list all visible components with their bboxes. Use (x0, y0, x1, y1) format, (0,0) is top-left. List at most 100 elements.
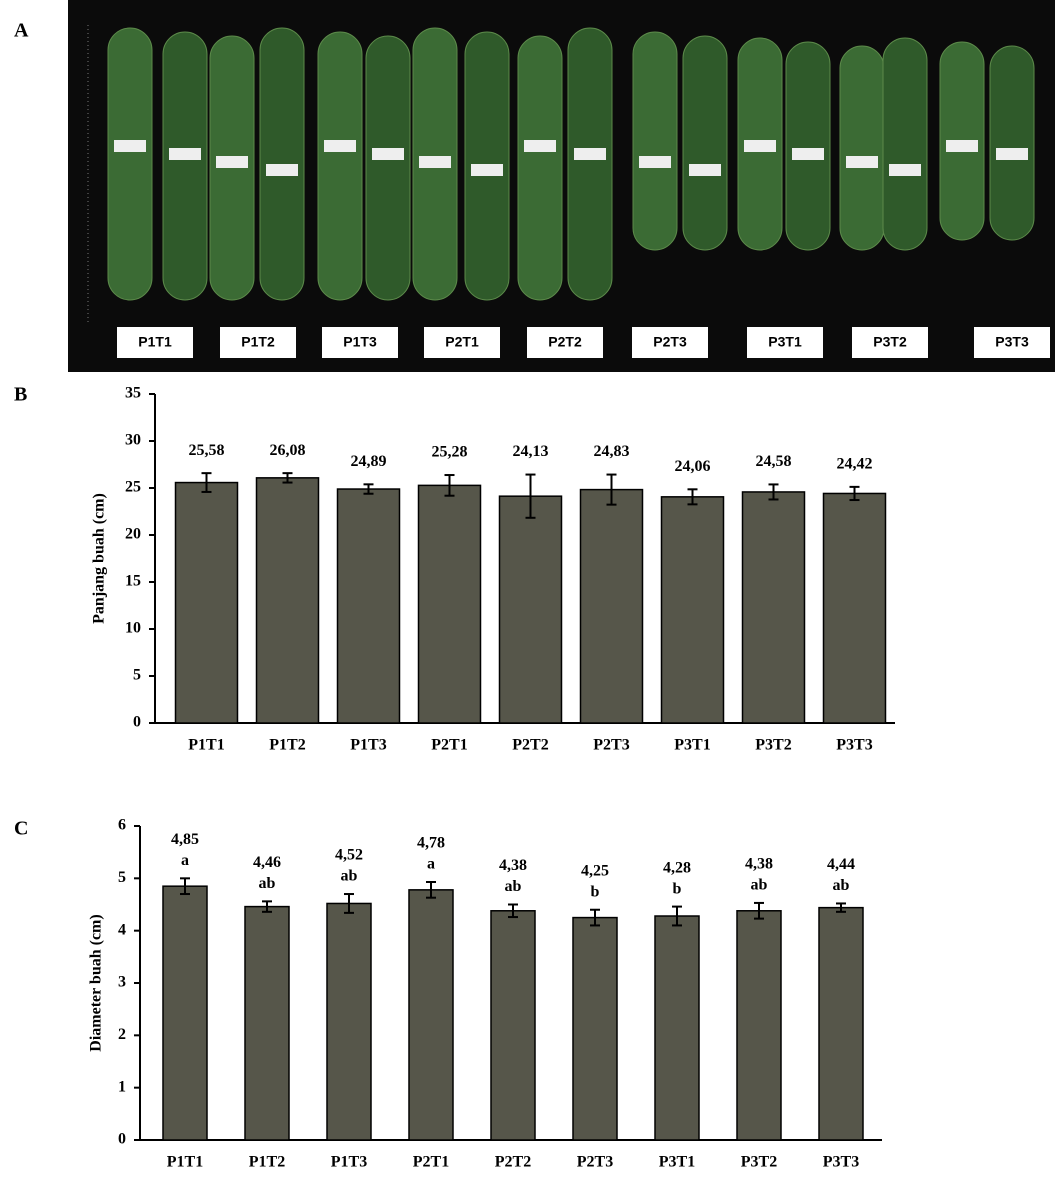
x-tick-label: P2T3 (577, 1154, 613, 1171)
x-tick-label: P3T1 (674, 737, 710, 754)
y-tick-label: 15 (125, 573, 141, 590)
value-label: 24,58 (756, 453, 792, 470)
bar (163, 886, 207, 1140)
y-tick-label: 20 (125, 526, 141, 543)
tag (372, 148, 404, 160)
value-label: 26,08 (270, 442, 306, 459)
x-tick-label: P3T2 (755, 737, 791, 754)
bar (245, 907, 289, 1140)
bar (819, 908, 863, 1140)
tag (114, 140, 146, 152)
significance-letter: a (181, 852, 189, 869)
photo-label: P1T2 (241, 334, 275, 350)
y-tick-label: 0 (118, 1131, 126, 1148)
bar (500, 496, 562, 723)
photo-label: P2T1 (445, 334, 479, 350)
value-label: 24,42 (837, 456, 873, 473)
bar (338, 489, 400, 723)
cucumber (633, 32, 677, 250)
value-label: 4,25 (581, 862, 609, 879)
y-tick-label: 2 (118, 1026, 126, 1043)
value-label: 24,13 (513, 443, 549, 460)
tag (574, 148, 606, 160)
panel-label: C (14, 818, 28, 840)
value-label: 4,52 (335, 847, 363, 864)
significance-letter: ab (505, 878, 522, 895)
photo-label: P3T3 (995, 334, 1029, 350)
tag (419, 156, 451, 168)
value-label: 4,44 (827, 856, 855, 873)
tag (169, 148, 201, 160)
tag (946, 140, 978, 152)
bar (662, 497, 724, 723)
y-tick-label: 0 (133, 714, 141, 731)
tag (524, 140, 556, 152)
x-tick-label: P1T1 (188, 737, 224, 754)
significance-letter: ab (259, 875, 276, 892)
y-tick-label: 4 (118, 921, 126, 938)
cucumber (786, 42, 830, 250)
value-label: 24,89 (351, 453, 387, 470)
x-tick-label: P1T2 (269, 737, 305, 754)
y-tick-label: 10 (125, 620, 141, 637)
bar (409, 890, 453, 1140)
tag (996, 148, 1028, 160)
x-tick-label: P2T2 (495, 1154, 531, 1171)
significance-letter: ab (833, 877, 850, 894)
tag (846, 156, 878, 168)
cucumber (318, 32, 362, 300)
bar (257, 478, 319, 723)
photo-label: P3T2 (873, 334, 907, 350)
x-tick-label: P1T3 (350, 737, 386, 754)
photo-label: P2T2 (548, 334, 582, 350)
x-tick-label: P3T2 (741, 1154, 777, 1171)
x-tick-label: P1T2 (249, 1154, 285, 1171)
bar (743, 492, 805, 723)
photo-label: P1T3 (343, 334, 377, 350)
value-label: 24,83 (594, 443, 630, 460)
photo-label: P1T1 (138, 334, 172, 350)
y-tick-label: 35 (125, 385, 141, 402)
significance-letter: b (591, 883, 600, 900)
value-label: 4,38 (499, 857, 527, 874)
tag (324, 140, 356, 152)
value-label: 24,06 (675, 458, 711, 475)
cucumber (568, 28, 612, 300)
cucumber (840, 46, 884, 250)
x-tick-label: P2T3 (593, 737, 629, 754)
value-label: 4,38 (745, 856, 773, 873)
significance-letter: ab (751, 877, 768, 894)
photo-label: P2T3 (653, 334, 687, 350)
bar (176, 483, 238, 723)
panel-label: A (14, 20, 29, 42)
x-tick-label: P2T1 (413, 1154, 449, 1171)
y-tick-label: 6 (118, 817, 126, 834)
panel-label: B (14, 384, 27, 406)
bar (573, 918, 617, 1140)
significance-letter: ab (341, 868, 358, 885)
x-tick-label: P3T3 (836, 737, 872, 754)
y-tick-label: 1 (118, 1078, 126, 1095)
y-tick-label: 5 (118, 869, 126, 886)
tag (216, 156, 248, 168)
tag (889, 164, 921, 176)
y-tick-label: 3 (118, 974, 126, 991)
tag (792, 148, 824, 160)
value-label: 4,78 (417, 835, 445, 852)
significance-letter: a (427, 856, 435, 873)
y-axis-label: Panjang buah (cm) (91, 493, 108, 624)
cucumber (990, 46, 1034, 240)
tag (266, 164, 298, 176)
value-label: 25,28 (432, 444, 468, 461)
x-tick-label: P3T3 (823, 1154, 859, 1171)
tag (689, 164, 721, 176)
figure: A P1T1 P1T2 P1T3 P2T1 P2T2 P2T3 P3T1 P3T2 P3T3 B P… (0, 0, 1055, 1177)
x-tick-label: P1T1 (167, 1154, 203, 1171)
cucumber (163, 32, 207, 300)
y-axis-label: Diameter buah (cm) (88, 914, 105, 1051)
tag (639, 156, 671, 168)
value-label: 4,28 (663, 859, 691, 876)
photo-label: P3T1 (768, 334, 802, 350)
value-label: 4,85 (171, 831, 199, 848)
x-tick-label: P2T2 (512, 737, 548, 754)
